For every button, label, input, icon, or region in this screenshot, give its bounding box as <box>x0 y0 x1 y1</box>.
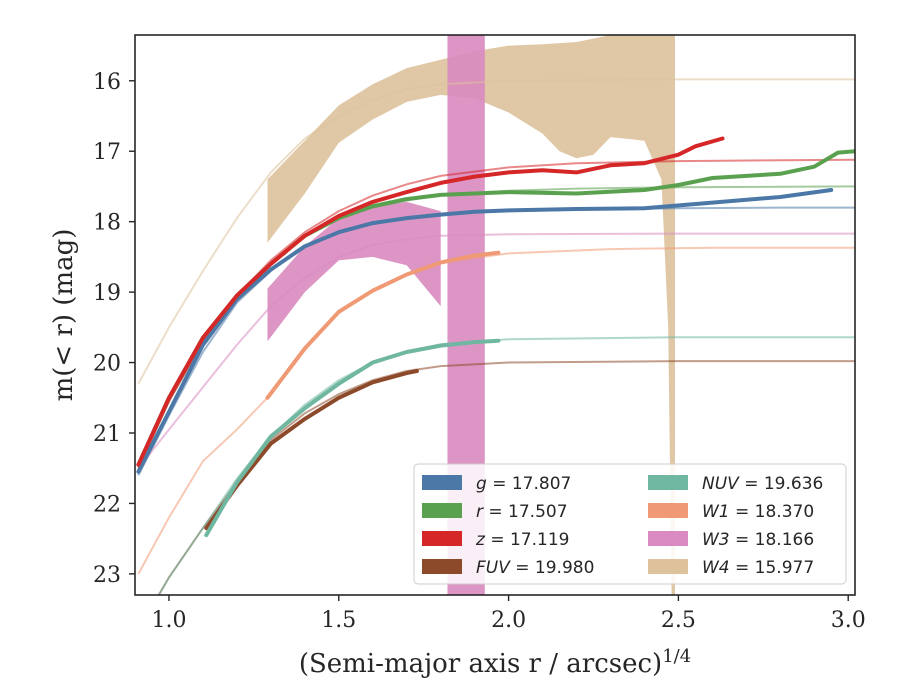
x-tick-label: 1.5 <box>321 608 356 633</box>
legend-label-fuv: FUV = 19.980 <box>476 558 594 578</box>
x-axis-label: (Semi-major axis r / arcsec)1/4 <box>299 646 691 679</box>
series-line-fuv <box>204 369 419 531</box>
model-curve-w4 <box>137 78 855 385</box>
series-line-g <box>136 188 834 474</box>
y-tick-label: 16 <box>93 70 121 95</box>
x-tick-label: 1.0 <box>151 608 186 633</box>
legend-swatch-g <box>422 475 462 490</box>
legend-label-w3: W3 = 18.166 <box>702 530 814 550</box>
legend-swatch-w4 <box>648 559 688 574</box>
legend: g = 17.807 r = 17.507 z = 17.119 FUV = 19.9… <box>413 463 847 585</box>
x-tick-label: 2.0 <box>491 608 526 633</box>
axes-frame <box>134 34 856 596</box>
y-tick-label: 18 <box>93 211 121 236</box>
legend-label-w4: W4 = 15.977 <box>702 558 814 578</box>
y-tick-label: 21 <box>93 422 121 447</box>
series-line-nuv <box>204 338 501 538</box>
y-tick-label: 17 <box>93 140 121 165</box>
series-line-w1 <box>265 250 501 400</box>
x-tick-label: 3.0 <box>831 608 866 633</box>
legend-swatch-w1 <box>648 503 688 518</box>
y-axis-label: m(< r) (mag) <box>49 229 79 402</box>
series-line-z <box>136 136 725 467</box>
x-axis: 1.0 1.5 2.0 2.5 3.0 <box>151 595 866 633</box>
legend-label-g: g = 17.807 <box>476 474 571 494</box>
legend-label-r: r = 17.507 <box>476 502 568 522</box>
legend-label-w1: W1 = 18.370 <box>702 502 814 522</box>
band-w4 <box>267 35 675 595</box>
model-curve-nuv <box>157 336 855 595</box>
band-w3 <box>267 201 441 342</box>
y-tick-label: 23 <box>93 563 121 588</box>
legend-swatch-r <box>422 503 462 518</box>
legend-frame <box>413 463 847 585</box>
legend-label-z: z = 17.119 <box>475 530 569 550</box>
legend-swatch-w3 <box>648 531 688 546</box>
legend-swatch-z <box>422 531 462 546</box>
x-tick-label: 2.5 <box>661 608 696 633</box>
y-tick-label: 22 <box>93 492 121 517</box>
y-tick-label: 19 <box>93 281 121 306</box>
model-curve-w3 <box>137 232 855 469</box>
y-tick-label: 20 <box>93 352 121 377</box>
legend-label-nuv: NUV = 19.636 <box>702 474 823 494</box>
legend-swatch-fuv <box>422 559 462 574</box>
y-axis: 16 17 18 19 20 21 22 23 <box>93 70 135 588</box>
legend-swatch-nuv <box>648 475 688 490</box>
